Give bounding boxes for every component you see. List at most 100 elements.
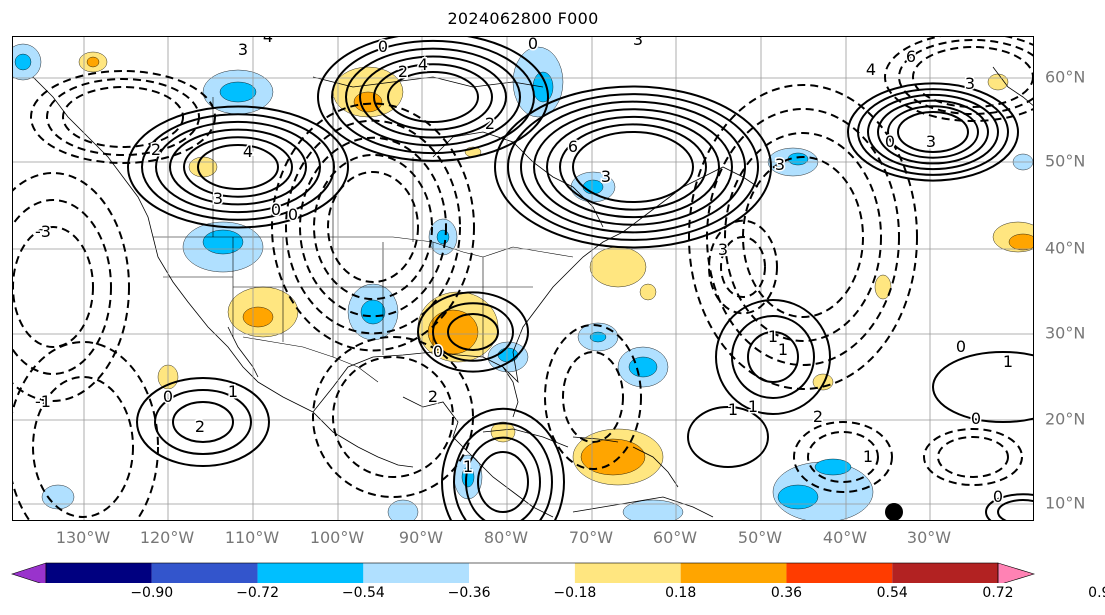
anomaly-region-3 bbox=[14, 53, 32, 71]
contour-label: 3 bbox=[633, 37, 643, 49]
contour-label: 1 bbox=[748, 397, 758, 416]
anomaly-region-39 bbox=[814, 458, 852, 476]
contour-high-gulf-0 bbox=[447, 313, 499, 351]
contour-label: 4 bbox=[243, 142, 253, 161]
contour-low-greenland-0 bbox=[912, 46, 1033, 108]
anomaly-region-46 bbox=[41, 484, 75, 510]
lon-label: 120°W bbox=[139, 528, 195, 547]
contour-label: 3 bbox=[213, 189, 223, 208]
coastline-west bbox=[32, 76, 414, 468]
contour-low-far-east-1 bbox=[923, 428, 1023, 486]
contour-low-trop-1 bbox=[793, 421, 893, 493]
contour-label: 2 bbox=[428, 387, 438, 406]
lon-label: 50°W bbox=[737, 528, 783, 547]
contour-high-pac-1 bbox=[154, 389, 252, 455]
anomaly-region-22 bbox=[589, 246, 647, 288]
contour-high-atl-1 bbox=[887, 105, 979, 159]
contour-high-gulf-1 bbox=[432, 302, 514, 362]
contour-high-ne-1 bbox=[559, 123, 707, 211]
lon-label: 70°W bbox=[568, 528, 614, 547]
anomaly-region-11 bbox=[202, 229, 244, 255]
contour-low-far-east-0 bbox=[937, 436, 1009, 478]
contour-high-atl-0 bbox=[897, 111, 969, 153]
contour-low-plains-2 bbox=[299, 136, 447, 318]
contour-high-ne-3 bbox=[533, 108, 733, 226]
contour-label: 4 bbox=[418, 55, 428, 74]
contour-low-mex-1 bbox=[312, 336, 474, 498]
colorbar-segment bbox=[680, 563, 787, 583]
anomaly-region-33 bbox=[387, 499, 419, 520]
map-title: 2024062800 F000 bbox=[447, 9, 599, 28]
contour-high-nw-2 bbox=[169, 128, 307, 206]
contour-high-carib-2 bbox=[453, 422, 553, 520]
contour-high-nw-0 bbox=[197, 144, 279, 190]
contour-label: 3 bbox=[601, 167, 611, 186]
colorbar-extend-high bbox=[997, 562, 1036, 583]
contour-label: 4 bbox=[866, 60, 876, 79]
contour-high-carib-1 bbox=[465, 436, 541, 520]
contour-label: 0 bbox=[288, 205, 298, 224]
anomaly-region-13 bbox=[242, 306, 274, 328]
anomaly-region-38 bbox=[777, 484, 819, 510]
lat-label: 60°N bbox=[1045, 67, 1086, 87]
contour-high-arctic-2 bbox=[359, 55, 507, 139]
contour-low-pac-1 bbox=[13, 341, 159, 520]
anomaly-region-30 bbox=[580, 438, 646, 476]
lon-label: 40°W bbox=[822, 528, 868, 547]
lat-label: 30°N bbox=[1045, 323, 1086, 343]
contour-high-nw-5 bbox=[127, 105, 349, 229]
lon-label: 30°W bbox=[906, 528, 952, 547]
contour-high-east-0 bbox=[932, 351, 1033, 423]
contour-label: -3 bbox=[35, 222, 51, 241]
contour-label: 2 bbox=[813, 407, 823, 426]
colorbar-tick-label: −0.36 bbox=[447, 585, 491, 601]
marker-dot bbox=[885, 503, 903, 520]
graticule bbox=[13, 37, 1033, 520]
contour-low-atl-0 bbox=[742, 156, 864, 318]
lat-label: 20°N bbox=[1045, 409, 1086, 429]
contour-label: 1 bbox=[768, 327, 778, 346]
colorbar-tick-label: −0.90 bbox=[130, 585, 174, 601]
colorbar-segment bbox=[574, 563, 681, 583]
contour-label: 1 bbox=[863, 447, 873, 466]
colorbar-extend-low bbox=[11, 562, 47, 583]
contour-low-carib-1 bbox=[544, 324, 642, 470]
colorbar-tick-label: 0.72 bbox=[982, 585, 1014, 601]
contour-label: 2 bbox=[485, 114, 495, 133]
contour-low-atl-1 bbox=[724, 132, 882, 342]
anomaly-fills bbox=[13, 43, 1033, 520]
contour-low-plains-1 bbox=[313, 153, 433, 301]
contour-low-bermuda-1 bbox=[708, 219, 778, 315]
colorbar-segment bbox=[363, 563, 470, 583]
lon-label: 90°W bbox=[398, 528, 444, 547]
contour-label: 0 bbox=[378, 37, 388, 56]
anomaly-region-41 bbox=[1008, 233, 1033, 251]
contour-high-nw-3 bbox=[155, 120, 321, 214]
colorbar-tick-label: −0.18 bbox=[553, 585, 597, 601]
border-us-mexico bbox=[242, 336, 379, 383]
contour-low-atl-2 bbox=[706, 108, 900, 366]
contour-high-nw-4 bbox=[141, 113, 335, 221]
contour-label: 0 bbox=[271, 200, 281, 219]
anomaly-region-15 bbox=[360, 299, 386, 325]
colorbar-tick-label: 0.18 bbox=[665, 585, 697, 601]
contour-low-plains-4 bbox=[271, 102, 475, 352]
contour-label: 1 bbox=[1003, 352, 1013, 371]
contour-low-bermuda-0 bbox=[720, 236, 766, 298]
colorbar-tick-label: −0.54 bbox=[341, 585, 385, 601]
coastline-antilles bbox=[632, 446, 679, 488]
contour-low-west-1 bbox=[13, 199, 112, 375]
lon-label: 80°W bbox=[483, 528, 529, 547]
anomaly-region-26 bbox=[589, 331, 607, 343]
anomaly-region-49 bbox=[987, 73, 1009, 91]
colorbar-tick-label: −0.72 bbox=[236, 585, 279, 601]
contour-low-gulf-alaska-1 bbox=[46, 78, 200, 156]
colorbar-segment bbox=[46, 563, 152, 583]
anomaly-region-21 bbox=[497, 347, 519, 363]
contour-label: 1 bbox=[778, 340, 788, 359]
contour-low-trop-0 bbox=[807, 431, 879, 483]
contour-label: 3 bbox=[775, 155, 785, 174]
contour-high-arctic-5 bbox=[317, 37, 549, 162]
colorbar bbox=[11, 562, 1036, 583]
contour-low-carib-0 bbox=[562, 351, 624, 443]
